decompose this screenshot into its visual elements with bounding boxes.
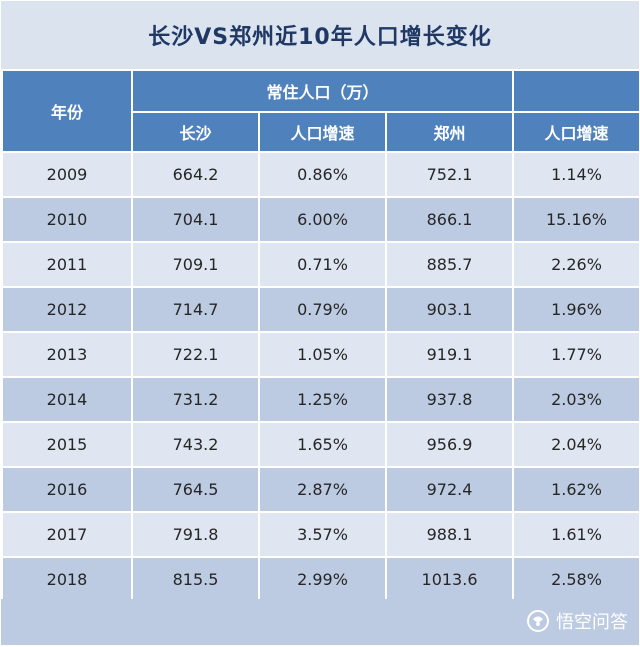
cell-zhengzhou-growth: 1.62% [512, 466, 640, 513]
cell-zhengzhou: 956.9 [384, 421, 515, 468]
watermark: 悟空问答 [526, 608, 628, 634]
cell-zhengzhou: 988.1 [384, 511, 515, 558]
cell-changsha-growth: 3.57% [258, 511, 387, 558]
cell-changsha: 764.5 [131, 466, 260, 513]
table-row: 2014 731.2 1.25% 937.8 2.03% [1, 376, 640, 423]
table-row: 2009 664.2 0.86% 752.1 1.14% [1, 151, 640, 198]
cell-changsha: 731.2 [131, 376, 260, 423]
toutiao-logo-icon [526, 609, 550, 633]
cell-changsha-growth: 1.65% [258, 421, 387, 468]
cell-zhengzhou: 866.1 [384, 196, 515, 243]
cell-zhengzhou: 903.1 [384, 286, 515, 333]
cell-changsha: 709.1 [131, 241, 260, 288]
cell-changsha: 791.8 [131, 511, 260, 558]
header-changsha-growth: 人口增速 [258, 111, 387, 153]
cell-zhengzhou: 752.1 [384, 151, 515, 198]
header-zhengzhou-growth: 人口增速 [512, 111, 640, 153]
cell-year: 2011 [1, 241, 133, 288]
cell-year: 2018 [1, 556, 133, 603]
table-row: 2015 743.2 1.65% 956.9 2.04% [1, 421, 640, 468]
cell-zhengzhou: 885.7 [384, 241, 515, 288]
cell-year: 2015 [1, 421, 133, 468]
table-title: 长沙VS郑州近10年人口增长变化 [1, 1, 639, 69]
cell-zhengzhou-growth: 2.03% [512, 376, 640, 423]
table-row: 2017 791.8 3.57% 988.1 1.61% [1, 511, 640, 558]
table-footer-band [1, 599, 639, 645]
cell-zhengzhou-growth: 2.04% [512, 421, 640, 468]
cell-changsha-growth: 0.86% [258, 151, 387, 198]
header-zhengzhou: 郑州 [384, 111, 515, 153]
cell-changsha-growth: 1.05% [258, 331, 387, 378]
population-table: 年份 常住人口（万） 长沙 人口增速 郑州 人口增速 2009 664.2 0.… [1, 69, 640, 603]
cell-year: 2017 [1, 511, 133, 558]
cell-changsha-growth: 2.99% [258, 556, 387, 603]
table-row: 2016 764.5 2.87% 972.4 1.62% [1, 466, 640, 513]
cell-zhengzhou-growth: 2.58% [512, 556, 640, 603]
cell-zhengzhou-growth: 1.96% [512, 286, 640, 333]
watermark-text: 悟空问答 [556, 612, 628, 633]
header-resident-population: 常住人口（万） [130, 69, 515, 113]
cell-changsha: 714.7 [131, 286, 260, 333]
header-changsha: 长沙 [131, 111, 260, 153]
header-year: 年份 [1, 69, 133, 153]
table-row: 2011 709.1 0.71% 885.7 2.26% [1, 241, 640, 288]
cell-year: 2010 [1, 196, 133, 243]
header-empty [512, 69, 640, 113]
cell-zhengzhou-growth: 2.26% [512, 241, 640, 288]
cell-changsha-growth: 0.79% [258, 286, 387, 333]
cell-zhengzhou-growth: 1.61% [512, 511, 640, 558]
cell-year: 2009 [1, 151, 133, 198]
cell-year: 2012 [1, 286, 133, 333]
cell-zhengzhou-growth: 15.16% [512, 196, 640, 243]
cell-changsha-growth: 6.00% [258, 196, 387, 243]
cell-changsha-growth: 1.25% [258, 376, 387, 423]
cell-changsha: 704.1 [131, 196, 260, 243]
cell-year: 2014 [1, 376, 133, 423]
cell-zhengzhou: 1013.6 [384, 556, 515, 603]
table-row: 2018 815.5 2.99% 1013.6 2.58% [1, 556, 640, 603]
cell-changsha: 743.2 [131, 421, 260, 468]
table-row: 2010 704.1 6.00% 866.1 15.16% [1, 196, 640, 243]
cell-zhengzhou: 972.4 [384, 466, 515, 513]
table-row: 2013 722.1 1.05% 919.1 1.77% [1, 331, 640, 378]
cell-zhengzhou: 919.1 [384, 331, 515, 378]
cell-changsha: 664.2 [131, 151, 260, 198]
cell-changsha: 815.5 [131, 556, 260, 603]
cell-year: 2013 [1, 331, 133, 378]
cell-changsha-growth: 2.87% [258, 466, 387, 513]
cell-zhengzhou-growth: 1.14% [512, 151, 640, 198]
cell-changsha-growth: 0.71% [258, 241, 387, 288]
cell-changsha: 722.1 [131, 331, 260, 378]
cell-zhengzhou-growth: 1.77% [512, 331, 640, 378]
cell-year: 2016 [1, 466, 133, 513]
table-row: 2012 714.7 0.79% 903.1 1.96% [1, 286, 640, 333]
cell-zhengzhou: 937.8 [384, 376, 515, 423]
